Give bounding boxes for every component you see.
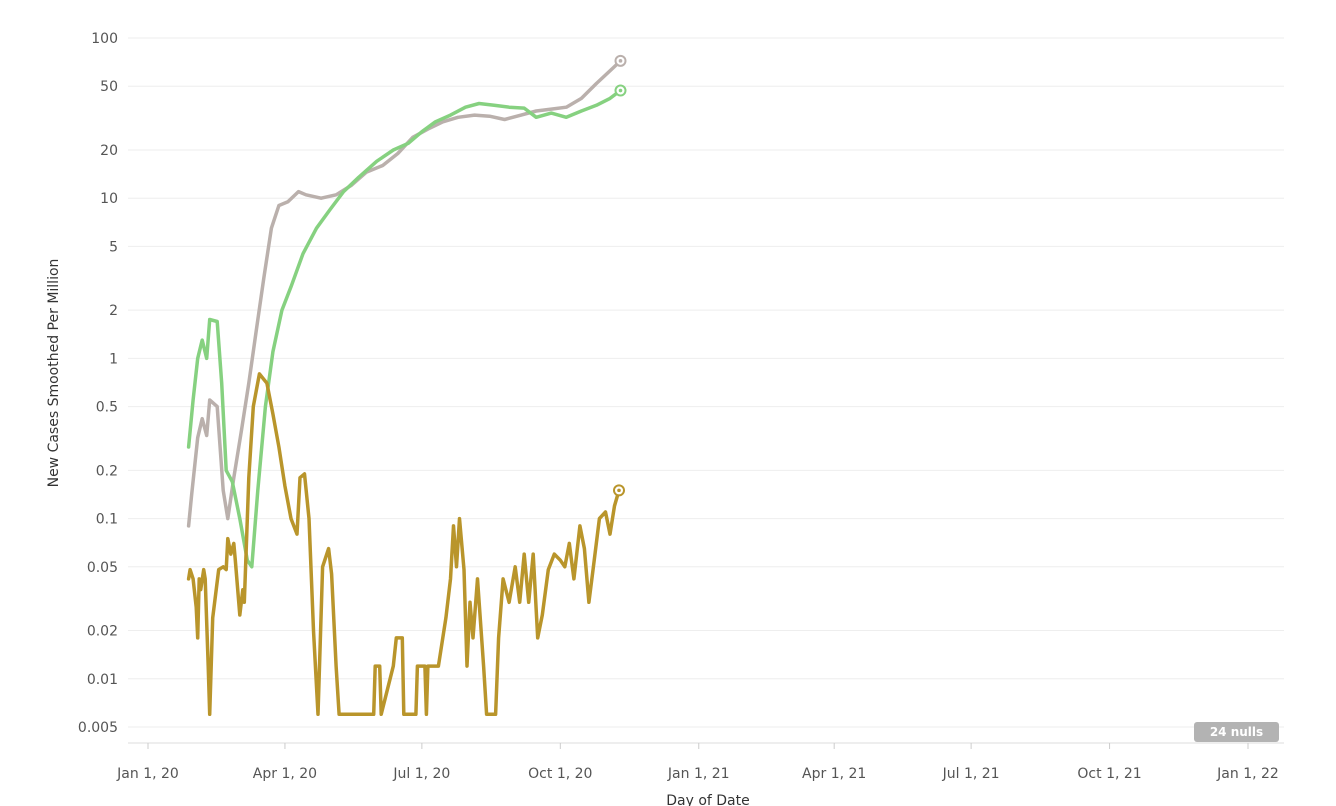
nulls-indicator-badge[interactable]: 24 nulls	[1194, 722, 1279, 742]
y-tick-label: 0.1	[96, 512, 118, 528]
y-axis-ticks: 100 50 20 10 5 2 1 0.5 0.2 0.1 0.05 0.02 0.01 0.005	[78, 31, 118, 736]
x-axis-title: Day of Date	[666, 793, 750, 806]
y-tick-label: 10	[100, 191, 118, 207]
y-tick-label: 2	[109, 303, 118, 319]
x-tick-label: Jan 1, 20	[116, 766, 179, 782]
x-tick-label: Apr 1, 20	[253, 766, 317, 782]
series-line-3[interactable]	[186, 372, 621, 717]
series-end-dot-2	[618, 88, 623, 93]
y-tick-label: 0.2	[96, 463, 118, 479]
y-tick-label: 0.05	[87, 560, 118, 576]
y-tick-label: 0.02	[87, 624, 118, 640]
series-end-dot-3	[617, 488, 621, 493]
y-tick-label: 20	[100, 143, 118, 159]
x-tick-label: Jan 1, 22	[1216, 766, 1279, 782]
x-tick-label: Apr 1, 21	[802, 766, 866, 782]
x-tick-label: Oct 1, 20	[528, 766, 592, 782]
y-tick-label: 50	[100, 79, 118, 95]
x-tick-label: Jan 1, 21	[667, 766, 730, 782]
series-line-1[interactable]	[186, 59, 623, 528]
x-tick-label: Jul 1, 20	[392, 766, 450, 782]
x-tick-label: Jul 1, 21	[942, 766, 1000, 782]
y-tick-label: 100	[91, 31, 118, 47]
series-line-2[interactable]	[186, 88, 623, 569]
y-tick-label: 0.005	[78, 720, 118, 736]
grid-lines	[128, 37, 1284, 728]
series-lines	[186, 54, 627, 717]
y-axis-title: New Cases Smoothed Per Million	[46, 259, 62, 488]
y-tick-label: 0.01	[87, 672, 118, 688]
y-tick-label: 1	[109, 351, 118, 367]
y-tick-label: 5	[109, 239, 118, 255]
x-tick-label: Oct 1, 21	[1077, 766, 1141, 782]
y-tick-label: 0.5	[96, 400, 118, 416]
series-end-dot-1	[618, 59, 623, 63]
x-axis-ticks: Jan 1, 20 Apr 1, 20 Jul 1, 20 Oct 1, 20 Jan …	[116, 742, 1284, 782]
